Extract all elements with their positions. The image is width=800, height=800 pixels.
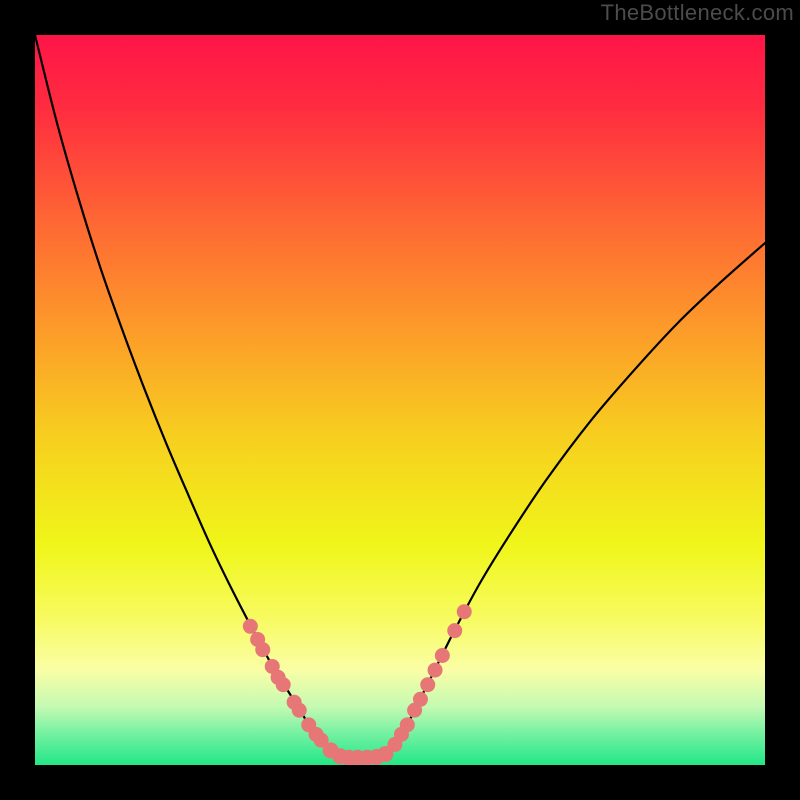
data-marker: [413, 692, 427, 706]
gradient-background: [35, 35, 765, 765]
data-marker: [428, 663, 442, 677]
data-marker: [292, 703, 306, 717]
data-marker: [243, 619, 257, 633]
data-marker: [276, 678, 290, 692]
chart-stage: TheBottleneck.com: [0, 0, 800, 800]
chart-svg: [0, 0, 800, 800]
data-marker: [448, 624, 462, 638]
data-marker: [256, 643, 270, 657]
watermark-text: TheBottleneck.com: [601, 0, 794, 26]
data-marker: [400, 718, 414, 732]
data-marker: [435, 649, 449, 663]
data-marker: [421, 678, 435, 692]
data-marker: [457, 605, 471, 619]
